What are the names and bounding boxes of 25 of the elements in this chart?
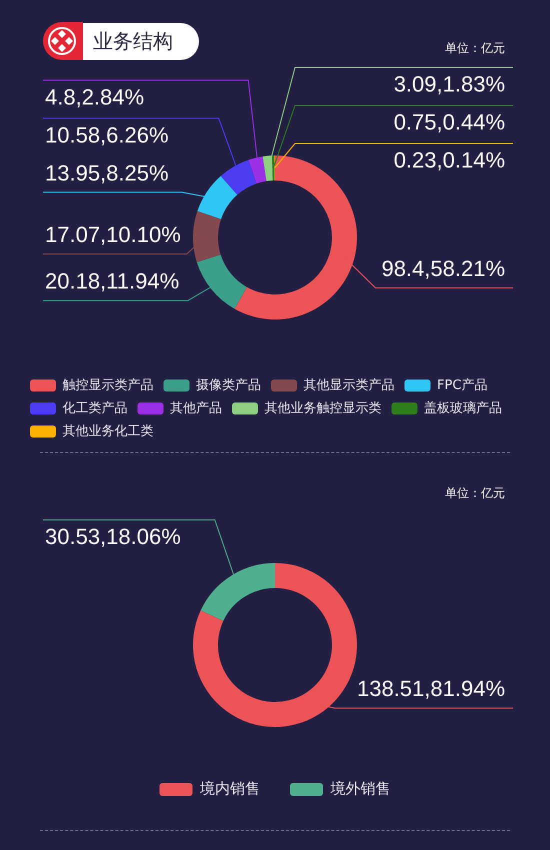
legend-label: 境外销售 [330, 779, 390, 798]
data-label: 3.09,1.83% [394, 72, 505, 97]
legend-label: FPC产品 [437, 378, 488, 393]
legend-label: 化工类产品 [62, 400, 128, 416]
data-label: 138.51,81.94% [356, 676, 506, 702]
data-label: 13.95,8.25% [45, 160, 169, 186]
data-label: 98.4,58.21% [381, 256, 505, 281]
legend-label: 境内销售 [199, 779, 260, 798]
legend-label: 其他业务化工类 [62, 424, 154, 439]
data-label: 0.23,0.14% [394, 148, 505, 173]
legend-label: 其他业务触控显示类 [264, 400, 382, 416]
legend-label: 摄像类产品 [196, 378, 261, 393]
data-label: 30.53,18.06% [45, 524, 181, 549]
data-label: 17.07,10.10% [45, 222, 181, 248]
data-label: 4.8,2.84% [45, 84, 144, 110]
legend-label: 盖板玻璃产品 [424, 400, 502, 416]
text: 单位：亿元 [445, 40, 505, 57]
data-label: 0.75,0.44% [394, 110, 505, 135]
data-label: 10.58,6.26% [45, 122, 169, 148]
chart-title: 业务结构 [62, 23, 199, 60]
text: 单位：亿元 [445, 485, 505, 502]
legend-label: 触控显示类产品 [62, 378, 154, 393]
legend-label: 其他显示类产品 [304, 378, 394, 393]
legend-label: 其他产品 [170, 400, 222, 416]
data-label: 20.18,11.94% [45, 268, 180, 294]
